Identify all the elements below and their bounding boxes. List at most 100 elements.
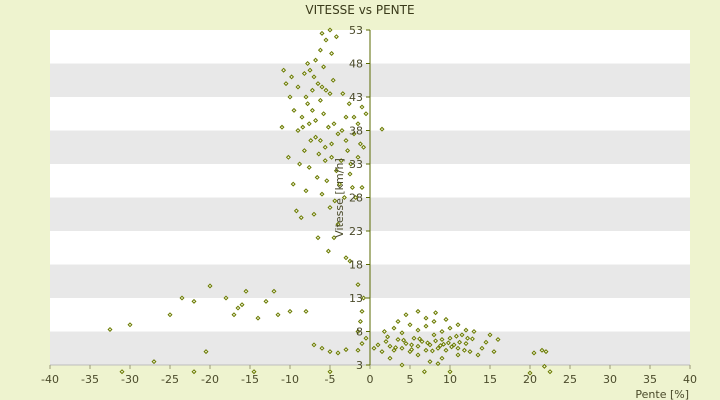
data-point (303, 308, 309, 314)
data-point (399, 345, 405, 351)
data-point (251, 369, 257, 375)
y-tick-label: 33 (349, 158, 363, 171)
x-tick-label: -5 (325, 373, 336, 386)
data-point (335, 131, 341, 137)
data-point (359, 308, 365, 314)
data-point (381, 328, 387, 335)
data-point (433, 310, 439, 316)
x-tick-label: 25 (563, 373, 577, 386)
data-point (439, 355, 445, 361)
data-point (327, 369, 333, 375)
data-point (541, 363, 547, 369)
data-point (435, 345, 441, 351)
data-point (457, 339, 463, 345)
data-point (311, 211, 317, 217)
data-point (319, 345, 325, 351)
data-point (309, 87, 315, 93)
data-point (437, 343, 443, 349)
data-point (429, 348, 435, 354)
data-point (471, 328, 477, 335)
y-tick-label: 43 (349, 91, 363, 104)
data-point (421, 369, 427, 375)
data-point (455, 352, 461, 358)
x-tick-label: 5 (407, 373, 414, 386)
data-point (127, 322, 133, 328)
data-point (425, 340, 431, 346)
y-tick-label: 48 (349, 58, 363, 71)
data-point (319, 84, 325, 90)
data-point (311, 74, 317, 80)
data-point (361, 144, 367, 150)
data-point (417, 336, 423, 342)
data-point (355, 282, 361, 288)
chart-title: VITESSE vs PENTE (305, 3, 414, 17)
data-point (309, 107, 315, 113)
data-point (403, 312, 409, 318)
y-tick-label: 18 (349, 259, 363, 272)
data-point (207, 283, 213, 289)
data-point (355, 154, 361, 160)
data-point (357, 141, 363, 147)
data-point (403, 341, 409, 347)
data-point (427, 342, 433, 348)
data-point (329, 50, 335, 56)
data-point (179, 295, 185, 301)
data-point (399, 362, 405, 368)
data-point (491, 349, 497, 355)
data-point (409, 342, 415, 348)
data-point (345, 148, 351, 154)
data-point (363, 111, 369, 117)
data-point (495, 337, 501, 343)
x-tick-label: 30 (603, 373, 617, 386)
data-point (487, 332, 493, 338)
y-tick-label: 13 (349, 292, 363, 305)
data-point (359, 341, 365, 347)
data-point (463, 327, 469, 333)
tick-labels: -40 -35 -30 -25 -20 -15 -10 -5 0 5 10 15 20 25 30 35 40 3… (41, 24, 697, 386)
data-point (327, 91, 333, 97)
data-point (316, 151, 322, 157)
data-point (321, 64, 327, 70)
data-point (547, 369, 553, 375)
data-point (415, 327, 421, 333)
data-point (301, 71, 307, 77)
data-point (451, 342, 457, 348)
data-point (359, 104, 365, 110)
data-point (361, 295, 367, 301)
data-point (263, 298, 269, 304)
data-point (340, 91, 346, 97)
data-point (317, 97, 323, 103)
data-point (275, 312, 281, 318)
data-point (311, 342, 317, 348)
data-point (343, 138, 349, 144)
data-point (353, 194, 359, 201)
data-point (323, 87, 329, 93)
data-point (439, 337, 445, 343)
data-point (293, 208, 299, 214)
data-point (167, 312, 173, 318)
data-point (287, 94, 293, 100)
data-point (427, 359, 433, 365)
data-point (243, 288, 249, 294)
data-point (335, 350, 341, 356)
data-point (307, 67, 313, 73)
data-point (300, 124, 306, 130)
data-point (335, 221, 341, 227)
data-point (447, 335, 453, 341)
data-point (324, 178, 330, 184)
data-point (327, 349, 333, 355)
data-point (347, 258, 353, 264)
x-axis-title: Pente [%] (635, 388, 689, 400)
data-point (387, 355, 393, 361)
data-point (339, 127, 345, 134)
data-point (303, 188, 309, 194)
data-point (323, 37, 329, 43)
data-point (419, 339, 425, 345)
data-point (333, 168, 339, 174)
data-point (283, 81, 289, 87)
data-point (433, 338, 439, 344)
data-point (469, 336, 475, 342)
data-point (539, 347, 545, 353)
data-point (303, 94, 309, 100)
